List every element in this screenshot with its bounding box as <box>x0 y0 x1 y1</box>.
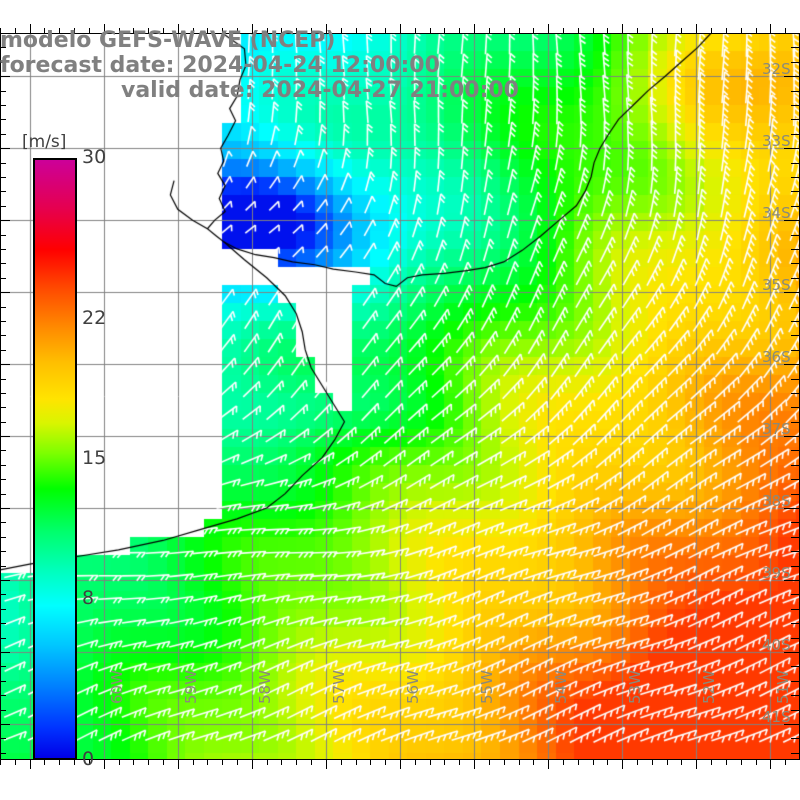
colorbar-gradient <box>33 158 77 760</box>
colorbar-unit-label: [m/s] <box>22 132 67 152</box>
title-block: modelo GEFS-WAVE (NCEP) forecast date: 2… <box>0 28 640 103</box>
longitude-label: 56W <box>404 670 422 704</box>
colorbar-tick-label: 0 <box>82 748 95 770</box>
latitude-label: 33S <box>762 132 791 151</box>
latitude-label: 36S <box>762 348 791 367</box>
latitude-label: 38S <box>762 492 791 511</box>
longitude-label: 54W <box>552 670 571 704</box>
forecast-date: forecast date: 2024-04-24 12:00:00 <box>0 53 440 78</box>
longitude-label: 55W <box>478 670 497 704</box>
map-plot-area[interactable] <box>0 33 800 760</box>
colorbar-tick-label: 30 <box>82 146 107 168</box>
latitude-label: 37S <box>762 420 791 439</box>
colorbar-tick-label: 15 <box>82 447 107 469</box>
latitude-label: 40S <box>762 636 791 655</box>
longitude-label: 57W <box>329 670 348 704</box>
latitude-label: 34S <box>762 204 791 223</box>
longitude-label: 53W <box>626 670 645 704</box>
longitude-label: 58W <box>255 670 274 704</box>
latitude-label: 32S <box>762 60 791 79</box>
axis-ticks-top <box>0 24 800 33</box>
longitude-label: 52W <box>700 670 719 704</box>
axis-frame-bottom <box>0 759 800 760</box>
latitude-label: 35S <box>762 276 791 295</box>
axis-ticks-bottom <box>0 760 800 770</box>
axis-ticks-right <box>780 33 800 760</box>
colorbar[interactable] <box>33 158 77 760</box>
colorbar-tick-label: 8 <box>82 587 95 610</box>
longitude-label: 60W <box>107 670 126 704</box>
axis-frame-left <box>0 33 1 760</box>
model-title: modelo GEFS-WAVE (NCEP) <box>0 28 336 53</box>
longitude-label: 51W <box>774 670 793 704</box>
latitude-label: 39S <box>762 564 791 583</box>
longitude-label: 59W <box>181 670 200 704</box>
colorbar-tick-label: 22 <box>82 306 107 329</box>
latitude-label: 41S <box>762 708 791 726</box>
coastline-and-wind-barbs-overlay <box>0 33 800 760</box>
axis-frame-top <box>0 33 800 34</box>
valid-date: valid date: 2024-04-27 21:00:00 <box>121 78 519 103</box>
axis-ticks-left <box>0 33 10 760</box>
